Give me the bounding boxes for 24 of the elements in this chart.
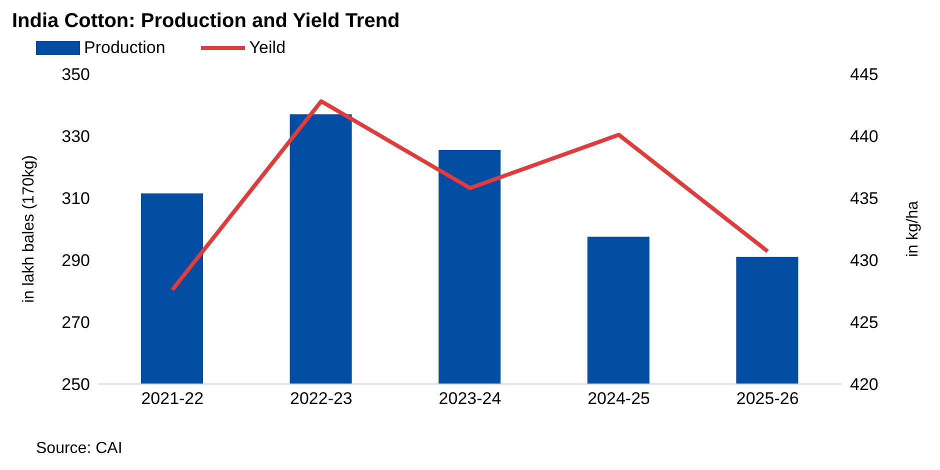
y2-axis-title: in kg/ha <box>904 200 922 258</box>
y2-tick-label: 420 <box>850 375 878 394</box>
source-note: Source: CAI <box>36 440 122 458</box>
chart-title: India Cotton: Production and Yield Trend <box>12 10 400 33</box>
y-tick-label: 310 <box>62 189 90 208</box>
y2-tick-label: 445 <box>850 65 878 84</box>
x-tick-label: 2025-26 <box>736 389 799 408</box>
legend-label: Yeild <box>249 38 286 58</box>
x-tick-label: 2024-25 <box>588 389 650 408</box>
y2-tick-label: 425 <box>850 313 878 332</box>
y-tick-label: 290 <box>62 251 90 270</box>
y2-tick-label: 430 <box>850 251 878 270</box>
x-tick-label: 2022-23 <box>290 389 352 408</box>
x-tick-label: 2023-24 <box>438 389 502 408</box>
y-tick-label: 270 <box>62 313 90 332</box>
legend-label: Production <box>84 38 166 58</box>
y-tick-label: 350 <box>62 65 90 84</box>
y2-tick-label: 440 <box>850 127 878 146</box>
x-tick-label: 2021-22 <box>141 389 204 408</box>
y2-tick-label: 435 <box>850 189 878 208</box>
y-axis-title: in lakh bales (170kg) <box>20 155 38 303</box>
y-tick-label: 330 <box>62 127 90 146</box>
y-tick-label: 250 <box>62 375 90 394</box>
line-series <box>170 99 770 292</box>
